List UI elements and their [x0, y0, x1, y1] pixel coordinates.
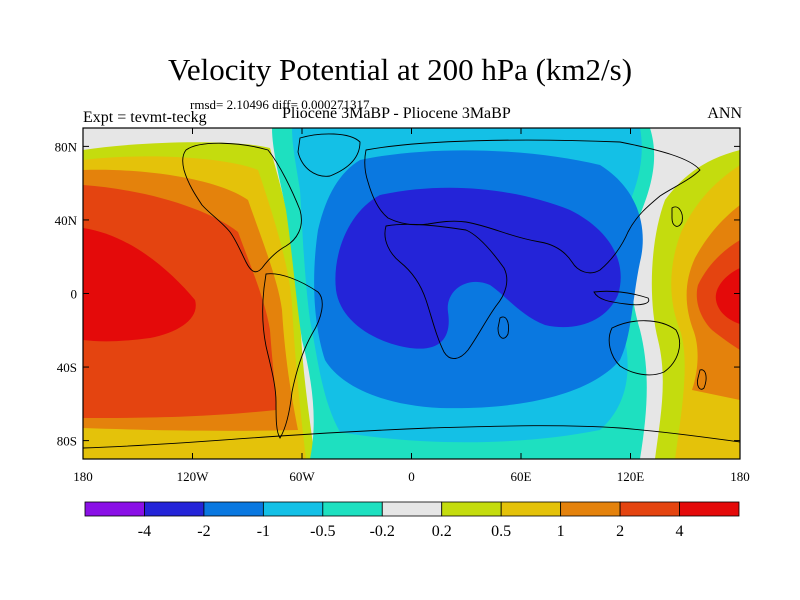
- colorbar-label: 2: [616, 523, 624, 540]
- chart-title: Velocity Potential at 200 hPa (km2/s): [167, 52, 633, 87]
- experiment-label: Expt = tevmt-teckg: [83, 109, 207, 126]
- colorbar-swatch: [679, 501, 740, 517]
- colorbar-label: -4: [138, 523, 151, 540]
- x-tick-label: 180: [73, 469, 93, 484]
- colorbar-swatch: [619, 501, 680, 517]
- x-tick-label: 0: [408, 469, 415, 484]
- x-tick-label: 180: [730, 469, 750, 484]
- colorbar-label: 1: [557, 523, 565, 540]
- colorbar-label: -0.2: [370, 523, 395, 540]
- period-label: Pliocene 3MaBP - Pliocene 3MaBP: [282, 105, 511, 122]
- season-label: ANN: [707, 105, 742, 122]
- colorbar-swatch: [144, 501, 205, 517]
- contour-neg-2: [335, 187, 621, 349]
- coast-europe-asia: [364, 139, 701, 274]
- colorbar-swatch: [560, 501, 621, 517]
- contour-pacific-4: [83, 228, 196, 342]
- colorbar-swatch: [84, 501, 145, 517]
- coast-madagascar: [497, 316, 509, 339]
- coast-australia: [608, 320, 680, 376]
- colorbar-label: -2: [197, 523, 210, 540]
- colorbar-label: 4: [676, 523, 684, 540]
- colorbar-label: 0.5: [491, 523, 511, 540]
- x-tick-label: 120W: [177, 469, 210, 484]
- coast-japan: [671, 206, 683, 227]
- y-tick-label: 40N: [55, 213, 78, 228]
- colorbar-swatch: [381, 501, 443, 517]
- coast-south-america: [262, 273, 323, 439]
- colorbar-label: 0.2: [432, 523, 452, 540]
- y-tick-label: 40S: [57, 360, 77, 375]
- colorbar-swatch: [322, 501, 383, 517]
- chart-subtitle: rmsd= 2.10496 diff= 0.000271317: [190, 97, 370, 112]
- x-tick-label: 60E: [511, 469, 532, 484]
- y-tick-label: 80N: [55, 139, 78, 154]
- colorbar-swatch: [262, 501, 324, 517]
- axes: 180 120W 60W 0 60E 120E 180 80N 40N 0 40S 80S: [55, 128, 750, 484]
- y-tick-label: 80S: [57, 434, 77, 449]
- x-tick-label: 60W: [289, 469, 315, 484]
- coastlines: [83, 133, 740, 449]
- coast-north-america: [182, 142, 302, 273]
- colorbar-label: -0.5: [310, 523, 335, 540]
- coast-antarctica: [83, 425, 740, 449]
- colorbar-swatch: [203, 501, 264, 517]
- colorbar: -4 -2 -1 -0.5 -0.2 0.2 0.5 1 2 4: [84, 501, 740, 540]
- contour-fill: [83, 128, 740, 459]
- contour-east-4: [715, 268, 740, 324]
- x-tick-label: 120E: [617, 469, 645, 484]
- coast-africa: [384, 223, 508, 359]
- coast-greenland: [297, 133, 361, 177]
- colorbar-swatch: [500, 501, 562, 517]
- colorbar-label: -1: [257, 523, 270, 540]
- colorbar-swatch: [441, 501, 502, 517]
- coast-new-zealand: [697, 369, 707, 390]
- y-tick-label: 0: [71, 287, 78, 302]
- coast-indonesia: [593, 290, 650, 306]
